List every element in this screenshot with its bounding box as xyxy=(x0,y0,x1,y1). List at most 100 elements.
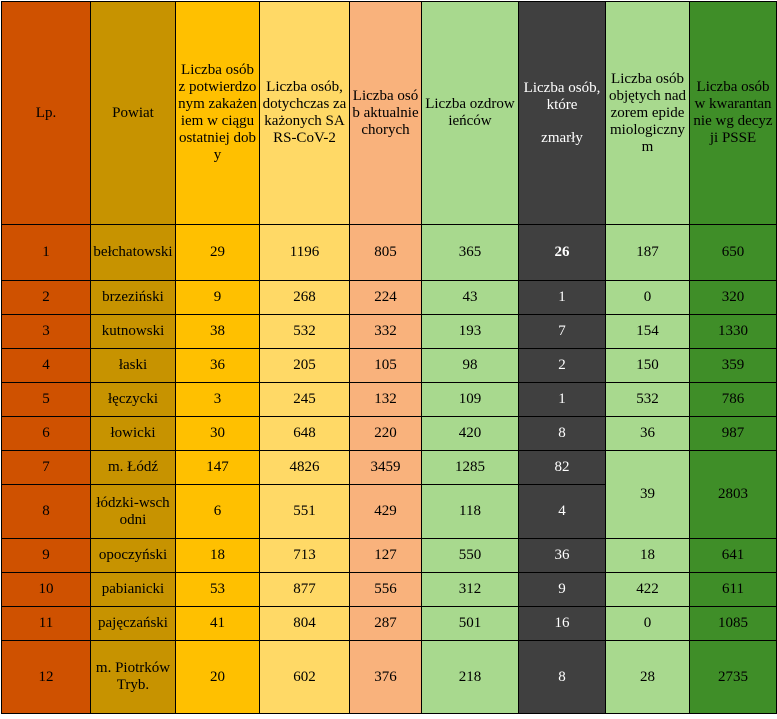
cell-lp: 9 xyxy=(1,538,91,573)
cell-kwarantanna: 320 xyxy=(689,280,777,315)
cell-lp: 11 xyxy=(1,606,91,641)
cell-dotychczas: 877 xyxy=(259,572,350,607)
cell-zmarli: 1 xyxy=(518,280,606,315)
cell-nadzor: 18 xyxy=(605,538,690,573)
cell-aktualnie: 429 xyxy=(349,484,422,539)
cell-dotychczas: 245 xyxy=(259,382,350,417)
cell-ozdrowiency: 365 xyxy=(421,224,519,281)
cell-zmarli: 1 xyxy=(518,382,606,417)
cell-powiat: opoczyński xyxy=(90,538,176,573)
cell-dotychczas: 713 xyxy=(259,538,350,573)
header-kwarantanna: Liczba osób w kwarantannie wg decyzji PS… xyxy=(689,1,777,225)
cell-powiat: pajęczański xyxy=(90,606,176,641)
cell-ozdrowiency: 501 xyxy=(421,606,519,641)
cell-nadzor: 532 xyxy=(605,382,690,417)
table-row: 11 pajęczański 41 804 287 501 16 0 1085 xyxy=(1,606,777,641)
cell-doba: 53 xyxy=(175,572,260,607)
header-ozdrowiency: Liczba ozdrowieńców xyxy=(421,1,519,225)
cell-powiat: łowicki xyxy=(90,416,176,451)
cell-nadzor: 36 xyxy=(605,416,690,451)
header-row: Lp. Powiat Liczba osób z potwierdzonym z… xyxy=(1,1,777,225)
cell-lp: 5 xyxy=(1,382,91,417)
cell-lp: 12 xyxy=(1,640,91,714)
cell-aktualnie: 556 xyxy=(349,572,422,607)
cell-zmarli: 8 xyxy=(518,416,606,451)
cell-nadzor: 154 xyxy=(605,314,690,349)
cell-doba: 29 xyxy=(175,224,260,281)
cell-zmarli: 2 xyxy=(518,348,606,383)
cell-aktualnie: 287 xyxy=(349,606,422,641)
cell-ozdrowiency: 312 xyxy=(421,572,519,607)
cell-kwarantanna: 786 xyxy=(689,382,777,417)
cell-powiat: pabianicki xyxy=(90,572,176,607)
header-potwierdzone-doba: Liczba osób z potwierdzonym zakażeniem w… xyxy=(175,1,260,225)
cell-ozdrowiency: 193 xyxy=(421,314,519,349)
cell-doba: 38 xyxy=(175,314,260,349)
cell-zmarli: 26 xyxy=(518,224,606,281)
cell-kwarantanna-merged: 2803 xyxy=(689,450,777,539)
cell-powiat: brzeziński xyxy=(90,280,176,315)
cell-aktualnie: 3459 xyxy=(349,450,422,485)
cell-dotychczas: 602 xyxy=(259,640,350,714)
cell-zmarli: 16 xyxy=(518,606,606,641)
cell-powiat: łęczycki xyxy=(90,382,176,417)
table-row: 8 łódzki-wschodni 6 551 429 118 4 xyxy=(1,484,777,539)
cell-zmarli: 7 xyxy=(518,314,606,349)
header-zmarli-line1: Liczba osób, które xyxy=(523,79,601,113)
cell-dotychczas: 268 xyxy=(259,280,350,315)
cell-ozdrowiency: 550 xyxy=(421,538,519,573)
cell-aktualnie: 127 xyxy=(349,538,422,573)
cell-ozdrowiency: 218 xyxy=(421,640,519,714)
table-row: 3 kutnowski 38 532 332 193 7 154 1330 xyxy=(1,314,777,349)
cell-kwarantanna: 987 xyxy=(689,416,777,451)
cell-nadzor: 187 xyxy=(605,224,690,281)
cell-lp: 6 xyxy=(1,416,91,451)
cell-zmarli: 4 xyxy=(518,484,606,539)
cell-nadzor: 0 xyxy=(605,606,690,641)
table-row: 2 brzeziński 9 268 224 43 1 0 320 xyxy=(1,280,777,315)
cell-ozdrowiency: 98 xyxy=(421,348,519,383)
cell-doba: 147 xyxy=(175,450,260,485)
table-row: 9 opoczyński 18 713 127 550 36 18 641 xyxy=(1,538,777,573)
cell-aktualnie: 332 xyxy=(349,314,422,349)
cell-powiat: łódzki-wschodni xyxy=(90,484,176,539)
cell-aktualnie: 376 xyxy=(349,640,422,714)
cell-kwarantanna: 641 xyxy=(689,538,777,573)
cell-aktualnie: 224 xyxy=(349,280,422,315)
cell-aktualnie: 805 xyxy=(349,224,422,281)
cell-aktualnie: 132 xyxy=(349,382,422,417)
cell-lp: 10 xyxy=(1,572,91,607)
cell-powiat: m. Piotrków Tryb. xyxy=(90,640,176,714)
cell-dotychczas: 1196 xyxy=(259,224,350,281)
table-row: 12 m. Piotrków Tryb. 20 602 376 218 8 28… xyxy=(1,640,777,714)
cell-doba: 6 xyxy=(175,484,260,539)
cell-nadzor: 150 xyxy=(605,348,690,383)
cell-zmarli: 9 xyxy=(518,572,606,607)
cell-lp: 2 xyxy=(1,280,91,315)
cell-doba: 9 xyxy=(175,280,260,315)
cell-zmarli: 8 xyxy=(518,640,606,714)
cell-powiat: łaski xyxy=(90,348,176,383)
table-row: 1 bełchatowski 29 1196 805 365 26 187 65… xyxy=(1,224,777,281)
cell-kwarantanna: 650 xyxy=(689,224,777,281)
header-dotychczas: Liczba osób, dotychczas zakażonych SARS-… xyxy=(259,1,350,225)
cell-dotychczas: 551 xyxy=(259,484,350,539)
cell-nadzor: 0 xyxy=(605,280,690,315)
cell-kwarantanna: 1085 xyxy=(689,606,777,641)
cell-ozdrowiency: 43 xyxy=(421,280,519,315)
cell-lp: 8 xyxy=(1,484,91,539)
cell-powiat: m. Łódź xyxy=(90,450,176,485)
cell-lp: 3 xyxy=(1,314,91,349)
cell-kwarantanna: 2735 xyxy=(689,640,777,714)
cell-kwarantanna: 611 xyxy=(689,572,777,607)
header-aktualnie: Liczba osób aktualnie chorych xyxy=(349,1,422,225)
cell-zmarli: 36 xyxy=(518,538,606,573)
table-row: 4 łaski 36 205 105 98 2 150 359 xyxy=(1,348,777,383)
cell-aktualnie: 220 xyxy=(349,416,422,451)
cell-doba: 36 xyxy=(175,348,260,383)
cell-doba: 41 xyxy=(175,606,260,641)
cell-doba: 18 xyxy=(175,538,260,573)
header-zmarli: Liczba osób, które zmarły xyxy=(518,1,606,225)
cell-zmarli: 82 xyxy=(518,450,606,485)
